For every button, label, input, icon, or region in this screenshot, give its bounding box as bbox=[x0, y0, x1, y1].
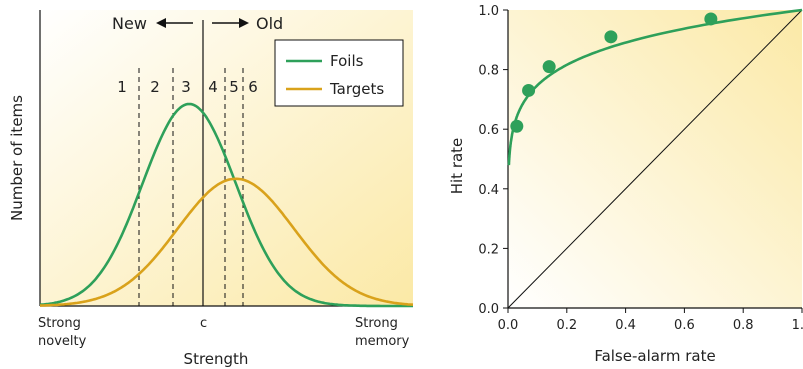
x-tick-label: 1.0 bbox=[792, 318, 803, 333]
right-x-axis-label: False-alarm rate bbox=[594, 347, 715, 365]
new-arrow-icon bbox=[156, 18, 193, 28]
x-label-strong-novelty-1: Strong bbox=[38, 316, 81, 331]
targets-curve bbox=[39, 177, 414, 307]
y-tick-label: 0.8 bbox=[478, 64, 499, 79]
x-label-strong-memory-2: memory bbox=[355, 334, 410, 349]
legend-foils-label: Foils bbox=[330, 52, 364, 70]
criterion-label-3: 3 bbox=[181, 78, 191, 96]
y-tick-label: 0.4 bbox=[478, 183, 499, 198]
x-label-strong-novelty-2: novelty bbox=[38, 334, 87, 349]
roc-point-5 bbox=[704, 12, 718, 26]
criterion-label-2: 2 bbox=[150, 78, 160, 96]
legend-box bbox=[274, 39, 404, 107]
right-axis-ticks: 0.0 0.2 0.4 0.6 0.8 1.0 0.0 0.2 0.4 0.6 0.8 1.0 bbox=[478, 4, 803, 333]
roc-curve bbox=[507, 8, 803, 166]
criterion-label-6: 6 bbox=[248, 78, 258, 96]
roc-point-3 bbox=[542, 60, 556, 74]
chance-line bbox=[507, 9, 803, 309]
left-y-axis-label: Number of items bbox=[8, 95, 26, 221]
legend: Foils Targets bbox=[274, 39, 404, 107]
x-tick-label: 0.8 bbox=[733, 318, 754, 333]
right-y-axis-label: Hit rate bbox=[448, 138, 466, 195]
x-tick-label: 0.2 bbox=[556, 318, 577, 333]
roc-point-1 bbox=[510, 119, 524, 133]
old-arrow-icon bbox=[212, 18, 249, 28]
y-tick-label: 1.0 bbox=[478, 4, 499, 19]
new-label: New bbox=[112, 14, 147, 33]
criterion-label-5: 5 bbox=[229, 78, 239, 96]
x-label-c: c bbox=[200, 316, 207, 331]
criterion-dashed-lines bbox=[138, 68, 244, 306]
criterion-label-4: 4 bbox=[208, 78, 218, 96]
y-tick-label: 0.2 bbox=[478, 242, 499, 257]
foils-curve bbox=[39, 102, 413, 308]
y-tick-label: 0.0 bbox=[478, 302, 499, 317]
criterion-label-1: 1 bbox=[117, 78, 127, 96]
legend-targets-label: Targets bbox=[329, 80, 384, 98]
right-panel: 0.0 0.2 0.4 0.6 0.8 1.0 0.0 0.2 0.4 0.6 0.8 1.0 Hit… bbox=[448, 4, 803, 365]
roc-point-4 bbox=[604, 30, 618, 44]
roc-points bbox=[510, 12, 718, 133]
x-tick-label: 0.4 bbox=[615, 318, 636, 333]
x-label-strong-memory-1: Strong bbox=[355, 316, 398, 331]
old-label: Old bbox=[256, 14, 283, 33]
y-tick-label: 0.6 bbox=[478, 123, 499, 138]
x-tick-label: 0.0 bbox=[498, 318, 519, 333]
roc-point-2 bbox=[522, 83, 536, 97]
x-tick-label: 0.6 bbox=[674, 318, 695, 333]
left-x-axis-label: Strength bbox=[184, 350, 249, 368]
